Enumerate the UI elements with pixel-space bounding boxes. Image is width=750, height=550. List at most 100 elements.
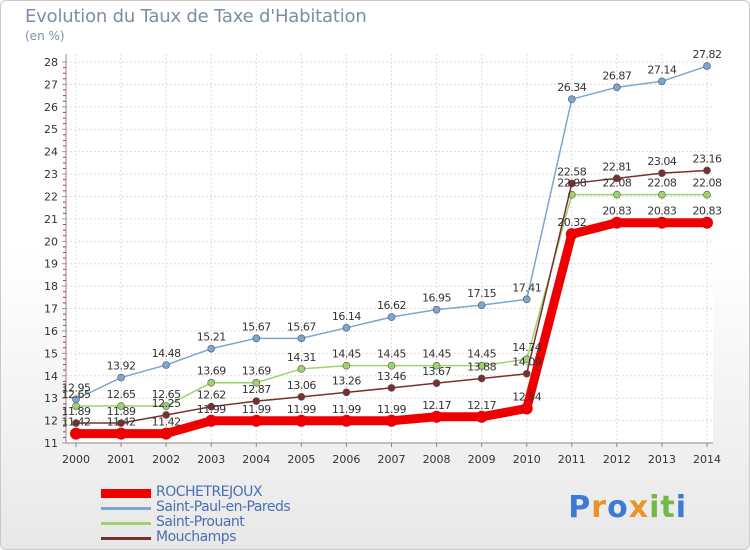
legend-item-rochetrejoux: ROCHETREJOUX: [101, 484, 401, 500]
data-label: 13.06: [287, 379, 316, 392]
data-label: 11.99: [287, 403, 316, 416]
y-tick-label: 13: [44, 392, 58, 405]
legend-swatch: [101, 522, 151, 525]
x-tick-label: 2008: [423, 453, 451, 466]
proxiti-logo: Proxiti: [568, 490, 687, 525]
y-tick-label: 23: [44, 168, 58, 181]
data-point: [522, 295, 531, 304]
data-label: 15.67: [242, 320, 271, 333]
chart-legend: ROCHETREJOUX Saint-Paul-en-Pareds Saint-…: [101, 484, 401, 545]
data-label: 22.08: [602, 177, 631, 190]
y-tick-label: 28: [44, 56, 58, 69]
y-tick-label: 17: [44, 303, 58, 316]
data-point: [117, 419, 125, 427]
data-point: [297, 334, 306, 343]
data-label: 13.69: [197, 365, 226, 378]
x-tick-label: 2013: [648, 453, 676, 466]
data-label: 22.81: [602, 160, 631, 173]
data-label: 12.65: [107, 388, 136, 401]
data-label: 12.95: [62, 381, 91, 394]
data-label: 22.08: [647, 177, 676, 190]
y-tick-label: 25: [44, 123, 58, 136]
y-tick-label: 15: [44, 347, 58, 360]
data-point: [70, 427, 82, 440]
data-point: [387, 361, 396, 370]
data-point: [613, 174, 621, 183]
data-point: [701, 216, 713, 229]
data-label: 12.54: [512, 390, 541, 403]
data-label: 12.17: [422, 399, 451, 412]
y-tick-label: 20: [44, 235, 58, 248]
data-point: [477, 374, 486, 383]
data-label: 13.92: [107, 360, 136, 373]
data-label: 20.32: [557, 216, 586, 229]
data-label: 17.41: [512, 281, 541, 294]
data-label: 13.67: [422, 365, 451, 378]
plot-area: [66, 54, 713, 443]
data-label: 26.87: [602, 69, 631, 82]
data-label: 15.67: [287, 320, 316, 333]
data-label: 13.69: [242, 365, 271, 378]
x-tick-label: 2007: [378, 453, 406, 466]
data-label: 16.14: [332, 310, 361, 323]
y-tick-label: 21: [44, 213, 58, 226]
logo-letter: o: [607, 490, 629, 525]
data-point: [432, 379, 441, 387]
data-point: [658, 77, 666, 86]
data-label: 22.08: [693, 177, 722, 190]
data-point: [207, 378, 216, 387]
data-label: 12.65: [152, 388, 181, 401]
data-label: 20.83: [647, 205, 676, 218]
data-label: 12.17: [467, 399, 496, 412]
data-point: [115, 427, 128, 440]
data-point: [252, 378, 261, 387]
data-label: 13.88: [467, 360, 496, 373]
data-point: [72, 419, 80, 427]
y-tick-label: 12: [44, 415, 58, 428]
y-tick-label: 26: [44, 101, 58, 114]
data-label: 14.45: [422, 348, 451, 361]
data-label: 11.99: [377, 403, 406, 416]
y-tick-label: 27: [44, 78, 58, 91]
logo-letter: x: [628, 490, 650, 525]
data-point: [475, 410, 488, 423]
y-tick-label: 19: [44, 258, 58, 271]
data-point: [117, 373, 125, 382]
data-label: 15.21: [197, 331, 226, 344]
data-point: [703, 166, 711, 175]
legend-item-saint-prouant: Saint-Prouant: [101, 514, 401, 530]
logo-letter: i: [649, 490, 661, 525]
data-point: [477, 361, 486, 370]
data-label: 26.34: [557, 81, 586, 94]
data-label: 14.45: [467, 348, 496, 361]
data-point: [387, 313, 396, 321]
data-point: [342, 324, 351, 332]
data-label: 11.99: [332, 403, 361, 416]
logo-letter: P: [568, 490, 592, 525]
data-point: [432, 305, 441, 314]
data-label: 13.46: [377, 370, 406, 383]
x-tick-label: 2011: [558, 453, 586, 466]
y-tick-label: 24: [44, 146, 58, 159]
data-label: 20.83: [693, 205, 722, 218]
y-tick-label: 18: [44, 280, 58, 293]
data-point: [613, 190, 621, 199]
data-point: [297, 365, 306, 373]
data-label: 11.99: [197, 403, 226, 416]
data-point: [477, 301, 486, 309]
legend-swatch: [101, 489, 151, 498]
x-tick-label: 2001: [107, 453, 135, 466]
data-label: 11.89: [107, 405, 136, 418]
y-tick-label: 11: [44, 437, 58, 450]
x-tick-label: 2009: [468, 453, 496, 466]
data-point: [295, 414, 308, 427]
logo-letter: t: [660, 490, 676, 525]
data-point: [520, 402, 533, 415]
data-point: [207, 402, 216, 411]
data-label: 14.31: [287, 351, 316, 364]
data-label: 12.62: [197, 389, 226, 402]
data-label: 12.87: [242, 383, 271, 396]
x-tick-label: 2003: [197, 453, 225, 466]
legend-swatch: [101, 537, 151, 540]
